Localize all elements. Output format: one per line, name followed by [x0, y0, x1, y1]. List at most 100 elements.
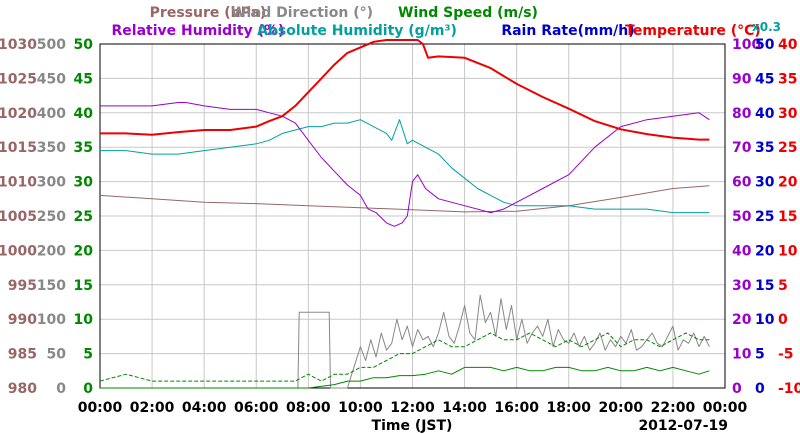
y-tick-pressure: 1010 [0, 175, 37, 191]
y-tick-temperature: 30 [778, 106, 798, 122]
y-tick-temperature: 35 [778, 71, 797, 87]
y-tick-wind_speed: 40 [74, 106, 94, 122]
series-wind-direction [100, 294, 710, 389]
y-tick-relative_humidity: 30 [732, 278, 752, 294]
y-tick-pressure: 1030 [0, 37, 37, 53]
y-tick-pressure: 1005 [0, 209, 37, 225]
y-tick-wind_speed: 50 [74, 37, 94, 53]
x-tick-label: 06:00 [234, 400, 279, 416]
x-tick-label: 18:00 [546, 400, 591, 416]
y-tick-relative_humidity: 80 [732, 106, 752, 122]
y-tick-wind_direction: 350 [37, 140, 66, 156]
y-tick-wind_speed: 15 [74, 278, 93, 294]
series-absolute-humidity [100, 119, 710, 214]
plot-frame [99, 43, 726, 389]
legend-entry: Temperature (°C) [625, 23, 761, 39]
y-tick-rain_rate: 50 [755, 37, 775, 53]
y-tick-relative_humidity: 10 [732, 347, 752, 363]
y-tick-pressure: 1020 [0, 106, 37, 122]
x-tick-label: 20:00 [599, 400, 644, 416]
y-tick-relative_humidity: 40 [732, 243, 752, 259]
y-tick-wind_speed: 20 [74, 243, 94, 259]
y-tick-pressure: 1015 [0, 140, 37, 156]
y-tick-wind_direction: 150 [37, 278, 66, 294]
y-tick-rain_rate: 25 [755, 209, 774, 225]
y-tick-pressure: 1000 [0, 243, 37, 259]
y-tick-temperature: 0 [778, 312, 788, 328]
grid [99, 43, 726, 389]
x-tick-label: 04:00 [182, 400, 227, 416]
legend-entry: Rain Rate(mm/h) [501, 23, 634, 39]
y-tick-temperature: -5 [778, 347, 794, 363]
y-tick-rain_rate: 0 [755, 381, 765, 397]
y-tick-pressure: 995 [8, 278, 37, 294]
y-tick-wind_direction: 500 [37, 37, 66, 53]
y-tick-labels: 1030102510201015101010051000995990985980… [0, 37, 800, 397]
y-tick-wind_speed: 25 [74, 209, 93, 225]
y-tick-wind_direction: 50 [47, 347, 67, 363]
y-tick-relative_humidity: 90 [732, 71, 752, 87]
y-tick-rain_rate: 45 [755, 71, 774, 87]
y-tick-temperature: -10 [778, 381, 800, 397]
y-tick-temperature: 25 [778, 140, 797, 156]
y-tick-pressure: 990 [8, 312, 37, 328]
y-tick-wind_speed: 45 [74, 71, 93, 87]
y-tick-relative_humidity: 20 [732, 312, 752, 328]
legend: Pressure (hPa)Wind Direction (°) Wind Spe… [112, 5, 781, 39]
y-tick-wind_direction: 300 [37, 175, 66, 191]
x-tick-label: 16:00 [494, 400, 539, 416]
x-axis-label: Time (JST) [372, 418, 453, 434]
x-tick-label: 22:00 [651, 400, 696, 416]
y-tick-wind_direction: 450 [37, 71, 66, 87]
x-tick-label: 02:00 [130, 400, 175, 416]
y-tick-rain_rate: 30 [755, 175, 775, 191]
series-layer [99, 39, 710, 389]
y-tick-temperature: 15 [778, 209, 797, 225]
y-tick-pressure: 985 [8, 347, 37, 363]
y-tick-pressure: 980 [8, 381, 37, 397]
y-tick-wind_speed: 0 [83, 381, 93, 397]
y-tick-pressure: 1025 [0, 71, 37, 87]
y-tick-wind_speed: 35 [74, 140, 93, 156]
legend-entry: Wind Speed (m/s) [398, 5, 538, 21]
series-wind-speed-max [99, 332, 710, 382]
y-tick-relative_humidity: 70 [732, 140, 752, 156]
y-tick-wind_direction: 100 [37, 312, 66, 328]
y-tick-relative_humidity: 100 [732, 37, 761, 53]
date-label: 2012-07-19 [638, 418, 728, 434]
y-tick-wind_speed: 5 [83, 347, 93, 363]
y-tick-relative_humidity: 60 [732, 175, 752, 191]
x-tick-label: 14:00 [442, 400, 487, 416]
y-tick-rain_rate: 5 [755, 347, 765, 363]
y-tick-rain_rate: 20 [755, 243, 775, 259]
scale-note: x0.3 [752, 20, 781, 34]
y-tick-wind_direction: 400 [37, 106, 66, 122]
series-pressure [99, 185, 710, 213]
x-tick-label: 10:00 [338, 400, 383, 416]
legend-entry: Pressure (hPa) [150, 5, 267, 21]
series-relative-humidity [100, 102, 710, 227]
legend-entry: Relative Humidity (%) [112, 23, 285, 39]
series-temperature [100, 39, 710, 141]
y-tick-relative_humidity: 0 [732, 381, 742, 397]
x-tick-label: 00:00 [78, 400, 123, 416]
y-tick-wind_speed: 30 [74, 175, 94, 191]
y-tick-temperature: 20 [778, 175, 798, 191]
y-tick-rain_rate: 15 [755, 278, 774, 294]
y-tick-wind_speed: 10 [74, 312, 94, 328]
y-tick-temperature: 40 [778, 37, 798, 53]
y-tick-rain_rate: 40 [755, 106, 775, 122]
y-tick-wind_direction: 0 [56, 381, 66, 397]
y-tick-relative_humidity: 50 [732, 209, 752, 225]
y-tick-temperature: 10 [778, 243, 798, 259]
x-tick-label: 08:00 [286, 400, 331, 416]
y-tick-rain_rate: 35 [755, 140, 774, 156]
x-tick-labels: 00:00 02:00 04:00 06:00 08:00 10:00 12:00 14:00… [78, 400, 748, 416]
x-tick-label: 00:00 [703, 400, 748, 416]
y-tick-wind_direction: 250 [37, 209, 66, 225]
y-tick-wind_direction: 200 [37, 243, 66, 259]
y-tick-temperature: 5 [778, 278, 788, 294]
legend-entry: Absolute Humidity (g/m³) [257, 23, 457, 39]
x-tick-label: 12:00 [390, 400, 435, 416]
